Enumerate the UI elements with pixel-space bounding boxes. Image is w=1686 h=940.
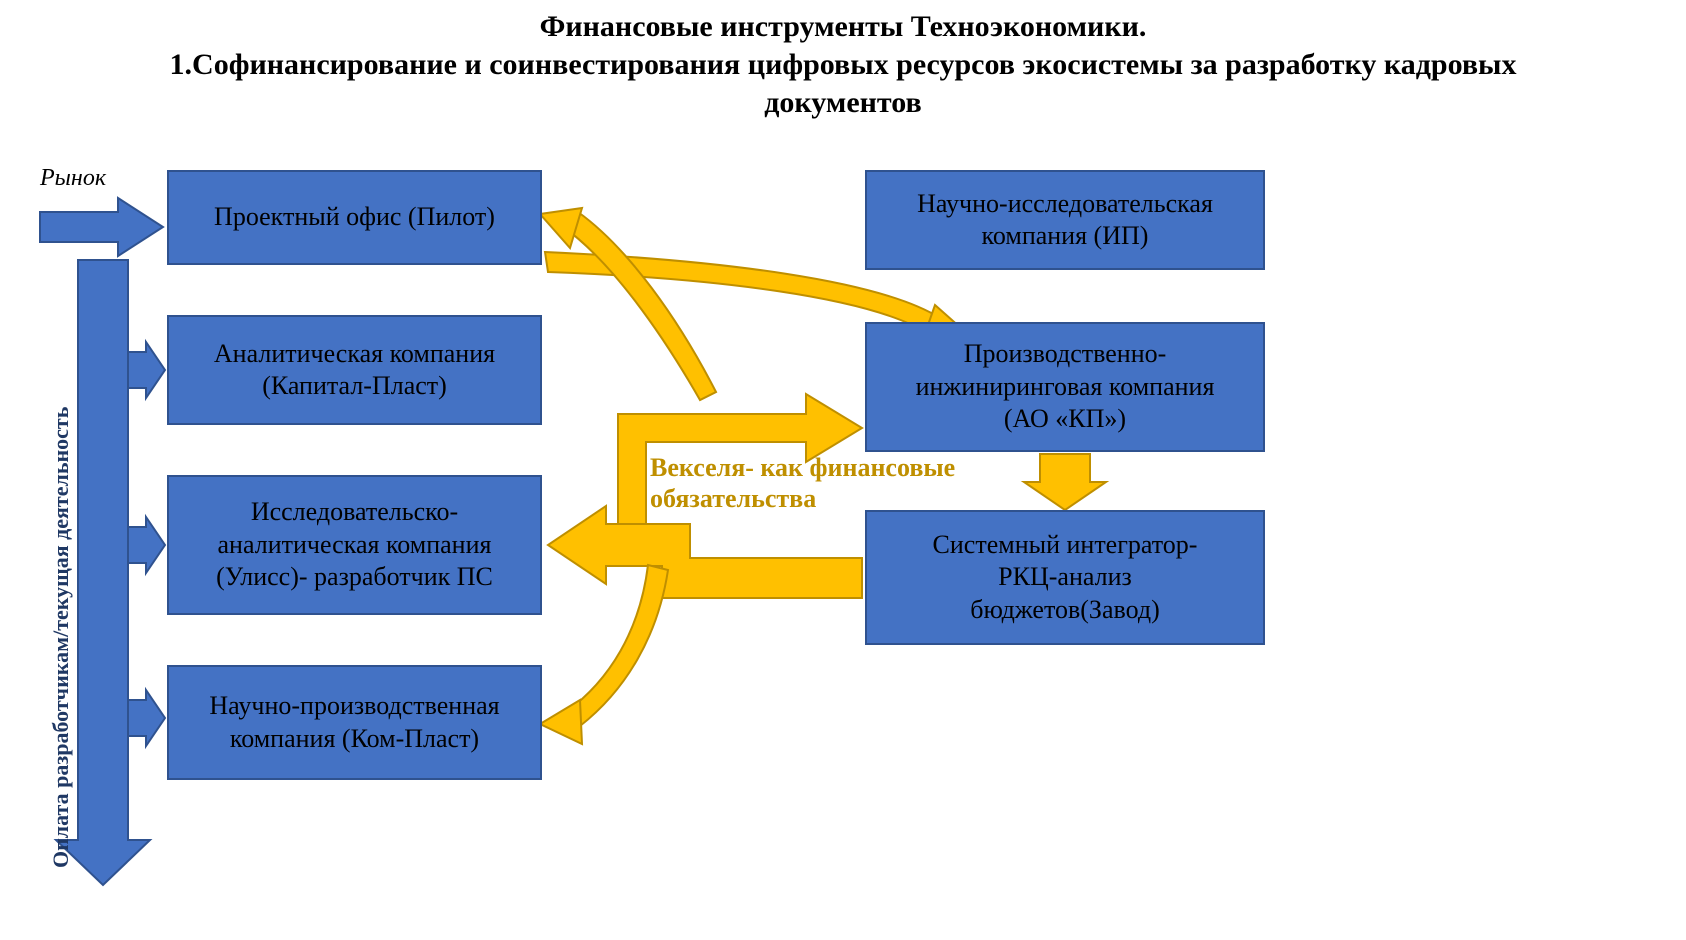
node-label: Научно-исследовательская компания (ИП) <box>917 188 1213 253</box>
node-engineering-company: Производственно- инжиниринговая компания… <box>865 322 1265 452</box>
node-research-company: Научно-исследовательская компания (ИП) <box>865 170 1265 270</box>
node-project-office: Проектный офис (Пилот) <box>167 170 542 265</box>
arrow-to-n3 <box>128 517 165 573</box>
arrow-to-n4 <box>128 690 165 746</box>
node-analytic-company: Аналитическая компания (Капитал-Пласт) <box>167 315 542 425</box>
node-science-production: Научно-производственная компания (Ком-Пл… <box>167 665 542 780</box>
node-label: Производственно- инжиниринговая компания… <box>916 338 1215 436</box>
node-research-analytic: Исследовательско- аналитическая компания… <box>167 475 542 615</box>
node-label: Системный интегратор- РКЦ-анализ бюджето… <box>933 529 1198 627</box>
label-vertical: Оплата разработчикам/текущая деятельност… <box>48 407 74 868</box>
arrow-to-n2 <box>128 342 165 398</box>
label-center: Векселя- как финансовые обязательства <box>650 452 955 514</box>
node-label: Исследовательско- аналитическая компания… <box>216 496 493 594</box>
arrow-n6-to-n7 <box>1024 454 1106 510</box>
node-label: Аналитическая компания (Капитал-Пласт) <box>214 338 495 403</box>
node-label: Научно-производственная компания (Ком-Пл… <box>209 690 499 755</box>
arrow-market <box>40 198 163 256</box>
node-system-integrator: Системный интегратор- РКЦ-анализ бюджето… <box>865 510 1265 645</box>
curve-to-n1 <box>540 208 716 400</box>
diagram-stage: Финансовые инструменты Техноэкономики. 1… <box>0 0 1686 940</box>
label-market: Рынок <box>40 165 106 192</box>
node-label: Проектный офис (Пилот) <box>214 201 495 234</box>
